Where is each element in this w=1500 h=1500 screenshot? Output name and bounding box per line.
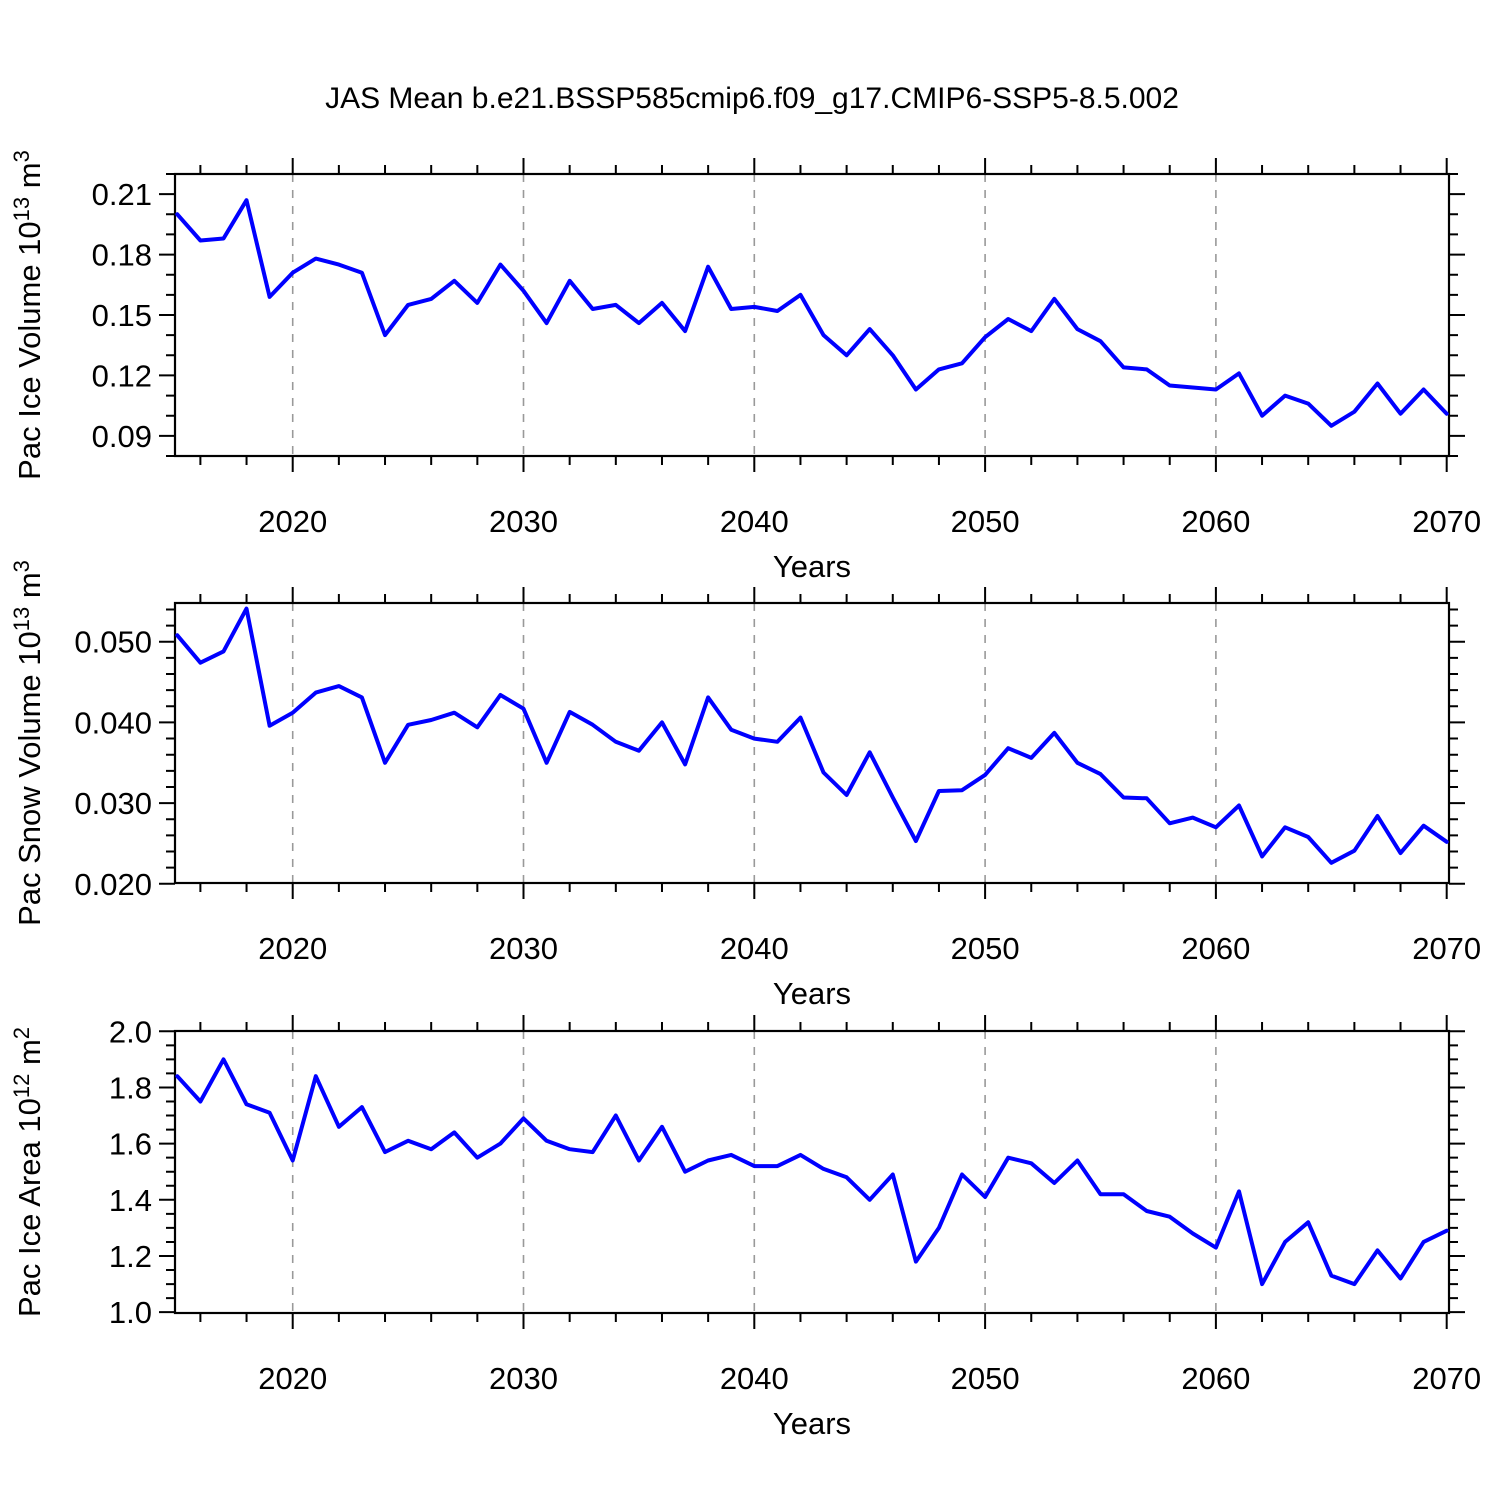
panel-1-gridlines [291, 174, 1217, 456]
panel-3: 2.0 1.8 1.6 1.4 1.2 1.0 2020 2030 2040 2050 2060 20… [9, 1014, 1481, 1441]
panel-2: 0.050 0.040 0.030 0.020 2020 2030 2040 2050 2060… [9, 560, 1481, 1011]
panel-2-gridlines [291, 603, 1217, 883]
panel-2-yaxis-title: Pac Snow Volume 1013 m3 [9, 560, 47, 926]
panel-1-xtick-label: 2030 [489, 504, 558, 539]
panel-2-ytick-label: 0.030 [74, 786, 152, 821]
panel-3-ytick-label: 2.0 [109, 1014, 152, 1049]
panel-1-series-line [175, 198, 1449, 428]
panel-3-xtick-label: 2040 [720, 1361, 789, 1396]
panel-1-xtick-label: 2050 [951, 504, 1020, 539]
panel-2-ytick-label: 0.040 [74, 705, 152, 740]
panel-3-xaxis-title: Years [773, 1406, 851, 1441]
panel-1-ticks [159, 158, 1465, 472]
panel-2-xaxis-title: Years [773, 976, 851, 1011]
panel-3-xtick-label: 2060 [1181, 1361, 1250, 1396]
panel-2-ytick-label: 0.020 [74, 867, 152, 902]
panel-2-xtick-label: 2020 [258, 931, 327, 966]
panel-3-ytick-label: 1.0 [109, 1295, 152, 1330]
panel-1-ytick-label: 0.12 [92, 358, 152, 393]
panel-1-xtick-label: 2020 [258, 504, 327, 539]
panel-2-xtick-label: 2030 [489, 931, 558, 966]
panel-2-xtick-label: 2040 [720, 931, 789, 966]
panel-3-series-line [175, 1057, 1449, 1287]
panel-1-xtick-label: 2070 [1412, 504, 1481, 539]
panel-3-border [173, 1029, 1451, 1315]
panel-1-xaxis-title: Years [773, 549, 851, 584]
panel-1: 0.21 0.18 0.15 0.12 0.09 2020 2030 2040 2050 2060… [9, 150, 1481, 584]
panel-1-ytick-label: 0.21 [92, 177, 152, 212]
panel-1-border [173, 172, 1451, 458]
panel-1-ytick-label: 0.15 [92, 298, 152, 333]
panel-3-xtick-label: 2070 [1412, 1361, 1481, 1396]
panel-1-ytick-label: 0.18 [92, 238, 152, 273]
panel-2-series-line [175, 606, 1449, 865]
panel-3-xtick-label: 2020 [258, 1361, 327, 1396]
panel-3-ticks [159, 1015, 1465, 1329]
panel-2-xtick-label: 2060 [1181, 931, 1250, 966]
panel-1-xtick-label: 2040 [720, 504, 789, 539]
panel-3-xtick-label: 2050 [951, 1361, 1020, 1396]
panel-2-xtick-label: 2050 [951, 931, 1020, 966]
panel-2-xtick-label: 2070 [1412, 931, 1481, 966]
panel-2-ticks [159, 587, 1465, 899]
panel-3-ytick-label: 1.6 [109, 1127, 152, 1162]
panel-3-ytick-label: 1.4 [109, 1183, 152, 1218]
panel-3-yaxis-title: Pac Ice Area 1012 m2 [9, 1027, 47, 1317]
panel-1-yaxis-title: Pac Ice Volume 1013 m3 [9, 150, 47, 480]
panel-3-xtick-label: 2030 [489, 1361, 558, 1396]
panel-2-border [173, 601, 1451, 885]
panel-3-ytick-label: 1.2 [109, 1239, 152, 1274]
panel-1-ytick-label: 0.09 [92, 419, 152, 454]
panel-3-gridlines [291, 1031, 1217, 1313]
panel-1-xtick-label: 2060 [1181, 504, 1250, 539]
chart-title: JAS Mean b.e21.BSSP585cmip6.f09_g17.CMIP… [325, 82, 1179, 115]
panel-3-ytick-label: 1.8 [109, 1070, 152, 1105]
panel-2-ytick-label: 0.050 [74, 625, 152, 660]
